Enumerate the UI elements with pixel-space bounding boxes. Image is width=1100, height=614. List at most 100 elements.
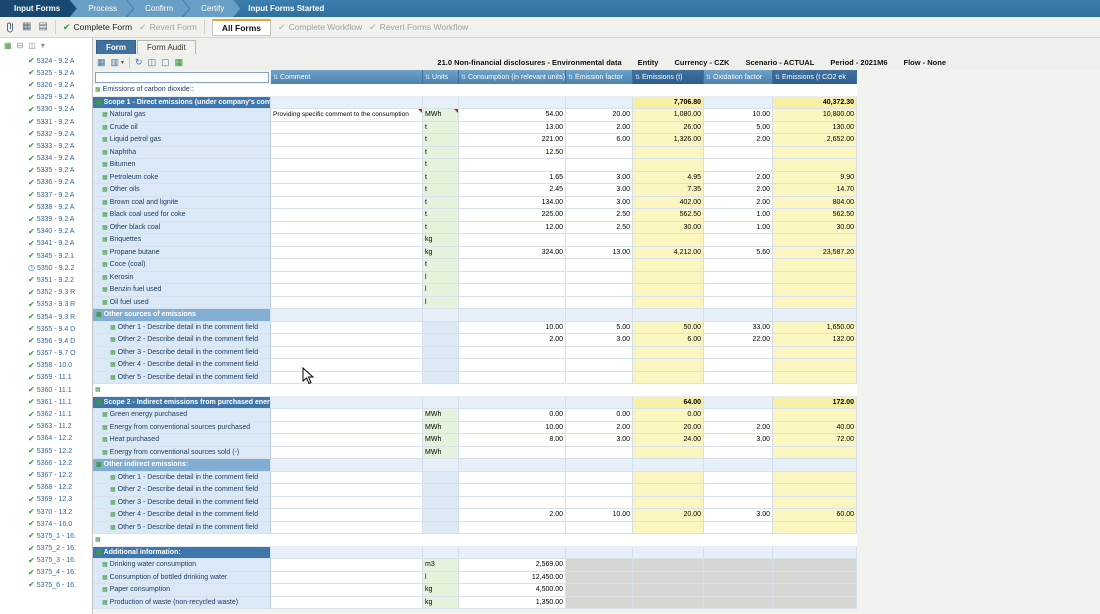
column-header-emissions-t[interactable]: ⇅ Emissions (t) [633, 70, 704, 84]
emission-factor-cell[interactable]: 2.50 [566, 221, 633, 234]
oxidation-factor-cell[interactable] [704, 234, 773, 247]
comment-cell[interactable] [271, 434, 423, 447]
sidebar-form-item[interactable]: ✔ 5335 - 9.2 A [28, 165, 92, 177]
column-header-oxidation-factor[interactable]: ⇅ Oxidation factor [704, 70, 773, 84]
comment-cell[interactable] [271, 159, 423, 172]
sidebar-form-item[interactable]: ✔ 5365 - 12.2 [28, 445, 92, 457]
oxidation-factor-cell[interactable] [704, 484, 773, 497]
oxidation-factor-cell[interactable]: 10.00 [704, 109, 773, 122]
emission-factor-cell[interactable]: 3.00 [566, 196, 633, 209]
dropdown-caret-icon[interactable]: ▾ [121, 59, 125, 66]
sidebar-form-item[interactable]: ✔ 5364 - 12.2 [28, 433, 92, 445]
column-header-emission-factor[interactable]: ⇅ Emission factor [566, 70, 633, 84]
column-header-comment[interactable]: ⇅ Comment [271, 70, 423, 84]
consumption-cell[interactable] [459, 234, 566, 247]
oxidation-factor-cell[interactable]: 5.60 [704, 246, 773, 259]
sidebar-form-item[interactable]: ✔ 5324 - 9.2 A [28, 55, 92, 67]
emission-factor-cell[interactable] [566, 346, 633, 359]
emission-factor-cell[interactable]: 20.00 [566, 109, 633, 122]
consumption-cell[interactable]: 2.45 [459, 184, 566, 197]
consumption-cell[interactable] [459, 271, 566, 284]
sidebar-form-item[interactable]: ✔ 5375_4 - 16. [28, 567, 92, 579]
comment-cell[interactable] [271, 271, 423, 284]
all-forms-tab[interactable]: All Forms [211, 18, 272, 36]
layout-dropdown-icon[interactable]: ▥ [110, 56, 120, 67]
consumption-cell[interactable] [459, 284, 566, 297]
oxidation-factor-cell[interactable] [704, 271, 773, 284]
sidebar-form-item[interactable]: ✔ 5333 - 9.2 A [28, 140, 92, 152]
sidebar-form-item[interactable]: ✔ 5375_1 - 16. [28, 530, 92, 542]
grid-icon[interactable]: ▦ [97, 56, 106, 67]
sidebar-form-item[interactable]: ✔ 5338 - 9.2 A [28, 201, 92, 213]
oxidation-factor-cell[interactable]: 2.00 [704, 134, 773, 147]
emission-factor-cell[interactable]: 3.00 [566, 434, 633, 447]
revert-workflow-button[interactable]: ✔ Revert Forms Workflow [369, 21, 469, 33]
emission-factor-cell[interactable] [566, 271, 633, 284]
consumption-cell[interactable]: 12.00 [459, 221, 566, 234]
refresh-icon[interactable]: ↻ [135, 56, 143, 67]
consumption-cell[interactable] [459, 259, 566, 272]
comment-cell[interactable] [271, 171, 423, 184]
attachment-icon[interactable] [5, 21, 15, 33]
oxidation-factor-cell[interactable]: 2.00 [704, 171, 773, 184]
consumption-cell[interactable] [459, 496, 566, 509]
oxidation-factor-cell[interactable]: 3.00 [704, 509, 773, 522]
emission-factor-cell[interactable]: 3.00 [566, 184, 633, 197]
comment-cell[interactable] [271, 334, 423, 347]
comment-cell[interactable] [271, 196, 423, 209]
oxidation-factor-cell[interactable] [704, 409, 773, 422]
export-excel-icon[interactable]: ▦ [174, 56, 184, 67]
emission-factor-cell[interactable] [566, 496, 633, 509]
consumption-cell[interactable] [459, 296, 566, 309]
sidebar-form-item[interactable]: ✔ 5329 - 9.2 A [28, 92, 92, 104]
oxidation-factor-cell[interactable] [704, 446, 773, 459]
emission-factor-cell[interactable]: 10.00 [566, 509, 633, 522]
comment-cell[interactable] [271, 584, 423, 597]
sidebar-form-item[interactable]: ✔ 5353 - 9.3 R [28, 299, 92, 311]
sidebar-form-item[interactable]: ✔ 5374 - 16.0 [28, 518, 92, 530]
consumption-cell[interactable]: 225.00 [459, 209, 566, 222]
sidebar-form-item[interactable]: ◷ 5350 - 9.2.2 [28, 262, 92, 274]
comment-cell[interactable] [271, 509, 423, 522]
comment-cell[interactable] [271, 559, 423, 572]
emission-factor-cell[interactable]: 6.00 [566, 134, 633, 147]
emission-factor-cell[interactable] [566, 371, 633, 384]
sidebar-form-item[interactable]: ✔ 5367 - 12.2 [28, 469, 92, 481]
workflow-tab-process[interactable]: Process [70, 0, 133, 17]
emission-factor-cell[interactable] [566, 159, 633, 172]
consumption-cell[interactable]: 134.00 [459, 196, 566, 209]
sidebar-form-item[interactable]: ✔ 5351 - 9.2.2 [28, 274, 92, 286]
consumption-cell[interactable]: 2.00 [459, 509, 566, 522]
sidebar-form-item[interactable]: ✔ 5361 - 11.1 [28, 396, 92, 408]
comment-cell[interactable] [271, 234, 423, 247]
column-header-units[interactable]: ⇅ Units [423, 70, 459, 84]
comment-cell[interactable] [271, 346, 423, 359]
tab-form-audit[interactable]: Form Audit [137, 40, 196, 54]
sidebar-form-item[interactable]: ✔ 5362 - 11.1 [28, 408, 92, 420]
sidebar-form-item[interactable]: ✔ 5366 - 12.2 [28, 457, 92, 469]
oxidation-factor-cell[interactable] [704, 496, 773, 509]
save-icon[interactable]: ◫ [147, 56, 157, 67]
workflow-tab-input-forms[interactable]: Input Forms [0, 0, 76, 17]
consumption-cell[interactable] [459, 446, 566, 459]
oxidation-factor-cell[interactable] [704, 346, 773, 359]
comment-cell[interactable] [271, 521, 423, 534]
oxidation-factor-cell[interactable] [704, 359, 773, 372]
emission-factor-cell[interactable]: 5.00 [566, 321, 633, 334]
comment-cell[interactable] [271, 284, 423, 297]
oxidation-factor-cell[interactable]: 33.00 [704, 321, 773, 334]
emission-factor-cell[interactable] [566, 521, 633, 534]
sidebar-form-item[interactable]: ✔ 5341 - 9.2 A [28, 238, 92, 250]
sidebar-form-item[interactable]: ✔ 5356 - 9.4 D [28, 335, 92, 347]
sidebar-form-item[interactable]: ✔ 5330 - 9.2 A [28, 104, 92, 116]
tab-form[interactable]: Form [96, 40, 136, 54]
sidebar-form-item[interactable]: ✔ 5336 - 9.2 A [28, 177, 92, 189]
emission-factor-cell[interactable]: 2.00 [566, 421, 633, 434]
oxidation-factor-cell[interactable]: 5.00 [704, 121, 773, 134]
grid-layout-icon[interactable]: ▤ [38, 21, 48, 32]
oxidation-factor-cell[interactable]: 1.00 [704, 209, 773, 222]
emission-factor-cell[interactable]: 2.50 [566, 209, 633, 222]
sidebar-form-item[interactable]: ✔ 5375_2 - 16. [28, 543, 92, 555]
consumption-cell[interactable]: 2.00 [459, 334, 566, 347]
sidebar-form-item[interactable]: ✔ 5352 - 9.3 R [28, 287, 92, 299]
